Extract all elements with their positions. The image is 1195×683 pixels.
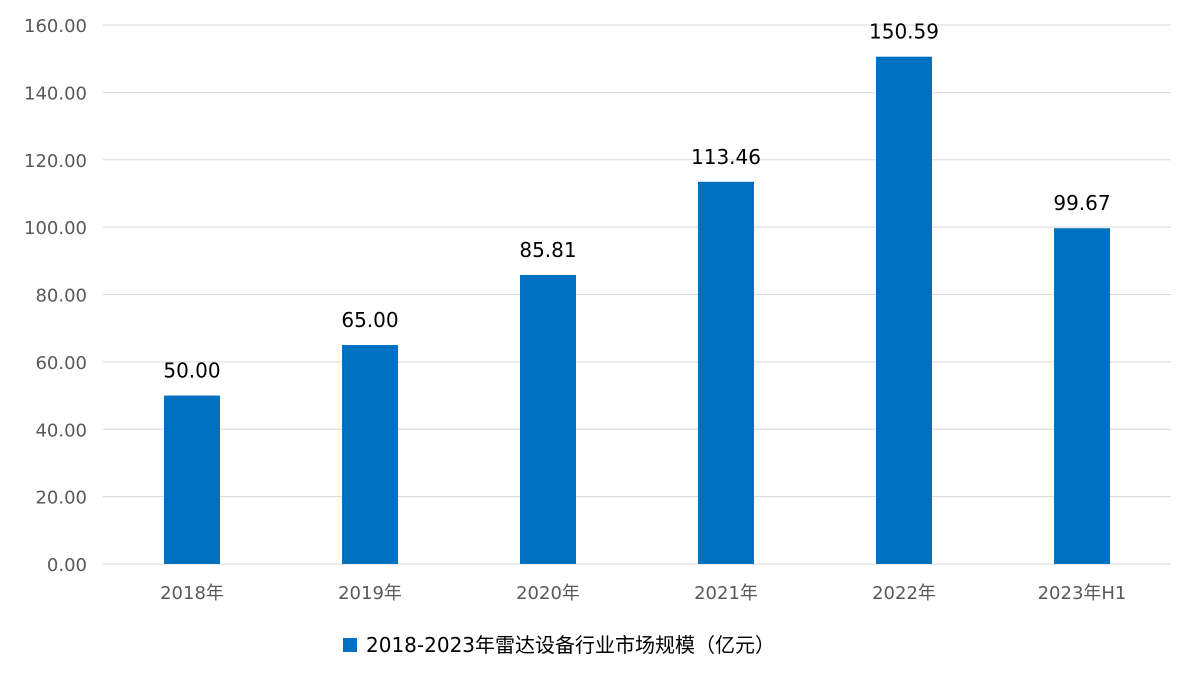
y-tick-label: 120.00 <box>24 151 87 172</box>
data-label: 85.81 <box>519 238 576 262</box>
legend: 2018-2023年雷达设备行业市场规模（亿元） <box>343 633 775 657</box>
y-tick-label: 60.00 <box>35 353 87 374</box>
bar <box>520 274 576 564</box>
y-tick-label: 20.00 <box>35 488 87 509</box>
x-category-label: 2023年H1 <box>1038 583 1127 604</box>
gridlines <box>103 24 1171 565</box>
data-label: 99.67 <box>1053 191 1110 215</box>
y-tick-label: 140.00 <box>24 83 87 104</box>
y-tick-label: 40.00 <box>35 420 87 441</box>
data-label: 113.46 <box>691 145 761 169</box>
x-category-label: 2018年 <box>160 583 224 604</box>
x-category-label: 2022年 <box>872 583 936 604</box>
legend-label: 2018-2023年雷达设备行业市场规模（亿元） <box>366 633 775 657</box>
bar <box>876 56 932 564</box>
y-tick-label: 80.00 <box>35 286 87 307</box>
x-axis-categories: 2018年 2019年 2020年 2021年 2022年 2023年H1 <box>160 583 1126 604</box>
y-tick-label: 100.00 <box>24 218 87 239</box>
bar <box>342 345 398 564</box>
y-axis-ticks: 0.00 20.00 40.00 60.00 80.00 100.00 120.00 140.… <box>24 16 87 576</box>
bar <box>1054 228 1110 564</box>
data-labels: 50.00 65.00 85.81 113.46 150.59 99.67 <box>163 20 1110 383</box>
data-label: 150.59 <box>869 20 939 44</box>
data-label: 50.00 <box>163 359 220 383</box>
x-category-label: 2020年 <box>516 583 580 604</box>
bars <box>164 56 1110 565</box>
y-tick-label: 0.00 <box>47 555 87 576</box>
x-category-label: 2021年 <box>694 583 758 604</box>
y-tick-label: 160.00 <box>24 16 87 37</box>
bar <box>164 395 220 564</box>
x-category-label: 2019年 <box>338 583 402 604</box>
data-label: 65.00 <box>341 308 398 332</box>
legend-swatch <box>343 638 357 652</box>
bar <box>698 181 754 565</box>
